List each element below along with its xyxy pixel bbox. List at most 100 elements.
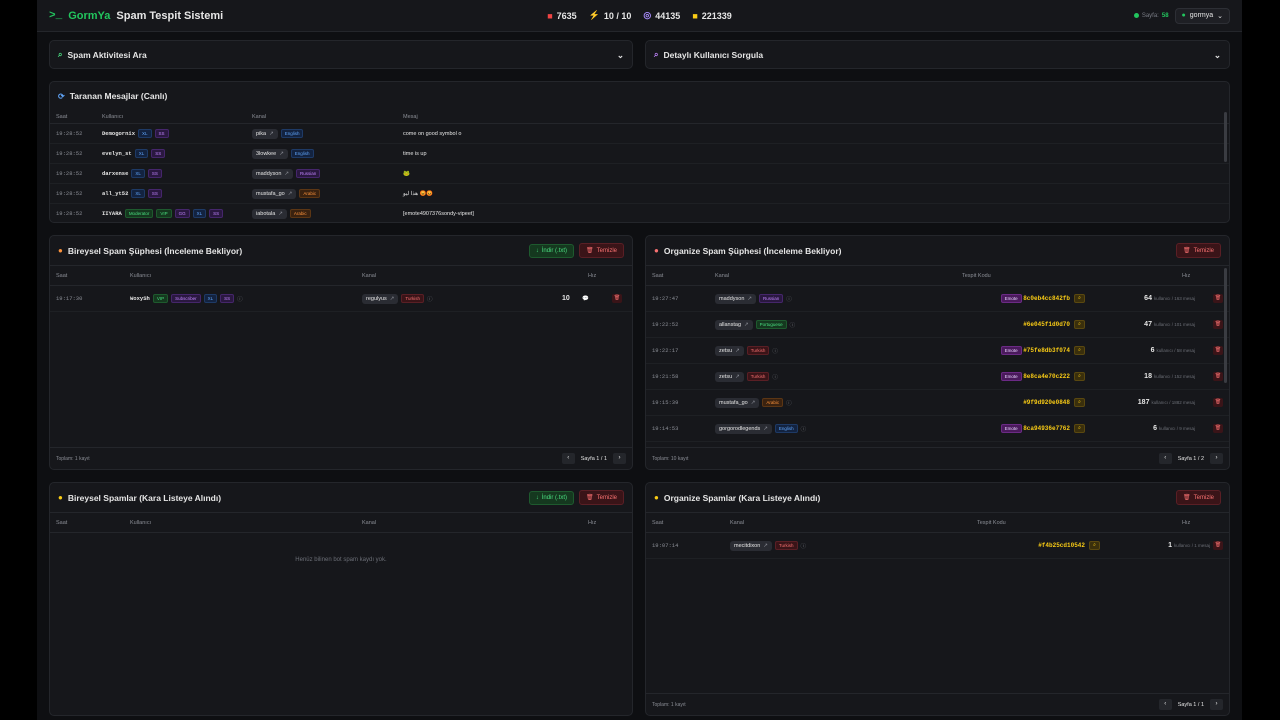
user-name[interactable]: Demogornix: [102, 130, 136, 137]
external-link-icon: ↗: [284, 170, 289, 177]
channel-link[interactable]: mustafa_go ↗: [715, 397, 760, 408]
channel-link[interactable]: allanstag ↗: [715, 319, 753, 330]
badge: Russian: [296, 169, 321, 178]
delete-button[interactable]: 🗑: [1213, 398, 1223, 407]
channel-link[interactable]: gorgorodlegends ↗: [715, 423, 772, 434]
badge: SS: [151, 149, 166, 158]
detection-code: 8e8ca4e70c222: [1023, 373, 1070, 380]
organized-blacklist-panel: ● Organize Spamlar (Kara Listeye Alındı) …: [645, 482, 1230, 716]
user-name[interactable]: evelyn_st: [102, 150, 132, 157]
delete-button[interactable]: 🗑: [612, 294, 622, 303]
channel-link[interactable]: maddyson ↗: [252, 168, 293, 179]
external-link-icon: ↗: [389, 295, 395, 302]
channel-link[interactable]: maddyson ↗: [715, 293, 756, 304]
channel-link[interactable]: zetsu ↗: [715, 371, 744, 382]
badge: Subscriber: [171, 294, 201, 303]
channel-link[interactable]: mustafa_go ↗: [252, 188, 297, 199]
app: >_ GormYa Spam Tespit Sistemi ■ 7635 ⚡ 10 …: [37, 0, 1242, 720]
badge: XL: [192, 209, 207, 218]
channel-link[interactable]: pika ↗: [252, 128, 278, 139]
detection-code: #6e045f1d0d70: [1023, 321, 1070, 328]
table-row: 19:17:30 WoxySh VIP Subscriber XL SS ⓘ reguly…: [50, 286, 632, 312]
user-name[interactable]: IIYARA: [102, 210, 122, 217]
table-footer: Toplam: 1 kayıt ‹ Sayfa 1 / 1 ›: [646, 693, 1229, 715]
user-query-panel[interactable]: ⌕ Detaylı Kullanıcı Sorgula ⌄: [645, 40, 1230, 69]
detection-code: #f4b25cd10542: [1038, 542, 1085, 549]
delete-button[interactable]: 🗑: [1213, 346, 1223, 355]
external-link-icon: ↗: [269, 130, 274, 137]
online-dot-icon: [1133, 13, 1139, 18]
robot-icon: ●: [654, 493, 659, 502]
info-icon[interactable]: ⓘ: [427, 296, 433, 303]
table-row: 19:15:39 mustafa_go ↗ Arabic ⓘ #9f9d920e084…: [646, 390, 1229, 416]
badge: Turkish: [774, 541, 798, 550]
badge: XL: [134, 149, 149, 158]
search-code-button[interactable]: ⌕: [1089, 541, 1100, 550]
download-button[interactable]: ↓ İndir (.txt): [528, 490, 575, 505]
trash-icon: 🗑: [586, 495, 594, 501]
message-text: هذا ليو 😡😡: [403, 190, 434, 197]
prev-page-button[interactable]: ‹: [1158, 699, 1172, 710]
delete-button[interactable]: 🗑: [1213, 372, 1223, 381]
channel-link[interactable]: zetsu ↗: [715, 345, 744, 356]
channel-link[interactable]: iabotala ↗: [252, 208, 287, 219]
search-code-button[interactable]: ⌕: [1074, 294, 1085, 303]
badge: SS: [147, 169, 162, 178]
next-page-button[interactable]: ›: [613, 453, 626, 464]
stat-channels: ◎ 44135: [643, 10, 681, 21]
delete-button[interactable]: 🗑: [1213, 294, 1223, 303]
search-panel[interactable]: ⌕ Spam Aktivitesi Ara ⌄: [49, 40, 633, 69]
info-icon[interactable]: ⓘ: [772, 374, 778, 381]
emote-badge: Emote: [1000, 424, 1022, 433]
table-row: 19:22:52 allanstag ↗ Portuguese ⓘ #6e045f1d…: [646, 312, 1229, 338]
clear-button[interactable]: 🗑 Temizle: [579, 490, 624, 505]
database-icon: ■: [692, 10, 698, 21]
info-icon[interactable]: ⓘ: [789, 322, 796, 329]
search-code-button[interactable]: ⌕: [1074, 372, 1085, 381]
badge: VIP: [152, 294, 169, 303]
next-page-button[interactable]: ›: [1210, 699, 1223, 710]
channel-link[interactable]: mecitdixon ↗: [730, 540, 772, 551]
user-menu-button[interactable]: ● gormya ⌄: [1174, 7, 1230, 24]
panel-title: Bireysel Spam Şüphesi (İnceleme Bekliyor…: [67, 245, 243, 256]
user-name[interactable]: WoxySh: [130, 295, 150, 302]
info-icon[interactable]: ⓘ: [800, 426, 807, 433]
info-icon[interactable]: ⓘ: [800, 543, 807, 550]
download-icon: ↓: [535, 247, 539, 254]
search-code-button[interactable]: ⌕: [1074, 398, 1085, 407]
prev-page-button[interactable]: ‹: [1158, 453, 1172, 464]
download-button[interactable]: ↓ İndir (.txt): [528, 243, 575, 258]
table-row: 19:28:52 IIYARA Moderator VIP GG XL SS iabota…: [50, 204, 1229, 222]
prev-page-button[interactable]: ‹: [561, 453, 575, 464]
info-icon[interactable]: ⓘ: [772, 348, 778, 355]
scrollbar[interactable]: [1224, 268, 1227, 383]
search-code-button[interactable]: ⌕: [1074, 320, 1085, 329]
brand[interactable]: >_ GormYa Spam Tespit Sistemi: [49, 10, 223, 22]
delete-button[interactable]: 🗑: [1213, 424, 1223, 433]
search-code-button[interactable]: ⌕: [1074, 346, 1085, 355]
table-row: 19:14:53 gorgorodlegends ↗ English ⓘ Emote …: [646, 416, 1229, 442]
stat-streams: ■ 7635: [547, 10, 577, 21]
scrollbar[interactable]: [1224, 112, 1227, 162]
clear-button[interactable]: 🗑 Temizle: [1176, 243, 1221, 258]
info-icon[interactable]: ⓘ: [786, 296, 792, 303]
clear-button[interactable]: 🗑 Temizle: [579, 243, 624, 258]
channel-link[interactable]: 3lowkee ↗: [252, 148, 288, 159]
clear-button[interactable]: 🗑 Temizle: [1176, 490, 1221, 505]
table-row: 19:22:17 zetsu ↗ Turkish ⓘ Emote #75fe8db3f…: [646, 338, 1229, 364]
online-indicator: Sayfa: 58: [1133, 13, 1169, 19]
info-icon[interactable]: ⓘ: [786, 400, 792, 407]
channel-link[interactable]: regulyus ↗: [362, 293, 399, 304]
table-header: Saat Kullanıcı Kanal Mesaj: [50, 110, 1229, 124]
external-link-icon: ↗: [750, 399, 756, 406]
next-page-button[interactable]: ›: [1210, 453, 1223, 464]
search-code-button[interactable]: ⌕: [1074, 424, 1085, 433]
delete-button[interactable]: 🗑: [1213, 320, 1223, 329]
delete-button[interactable]: 🗑: [1213, 541, 1223, 550]
panel-title: Bireysel Spamlar (Kara Listeye Alındı): [67, 492, 222, 503]
info-icon[interactable]: ⓘ: [237, 296, 243, 303]
user-name[interactable]: darxense: [102, 170, 129, 177]
user-name[interactable]: all_yt52: [102, 190, 129, 197]
badge: XL: [138, 129, 152, 138]
chat-icon[interactable]: 💬: [582, 295, 589, 302]
